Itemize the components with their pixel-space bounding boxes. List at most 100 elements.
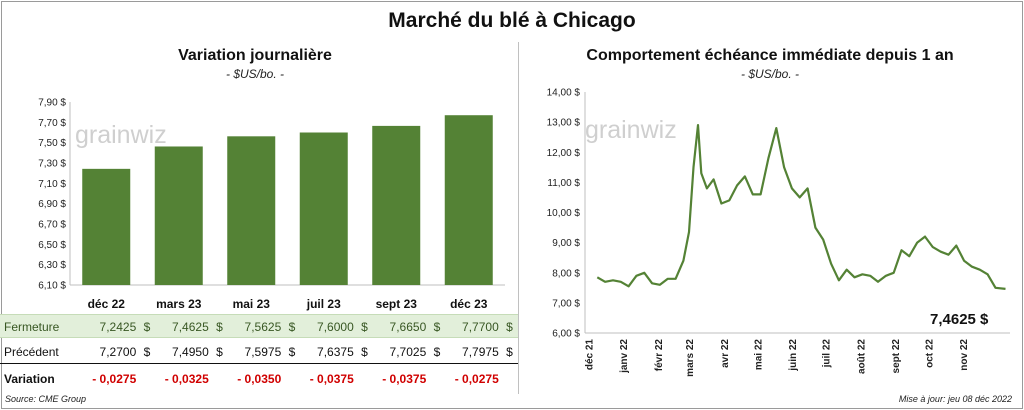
bar-category-label: juil 23 [306,297,341,311]
x-tick-label: janv 22 [619,339,630,374]
panel-divider [518,42,519,394]
left-chart-subtitle: - $US/bo. - [225,67,285,81]
right-y-tick-label: 7,00 $ [552,298,580,309]
table-row-label: Précédent [4,345,59,359]
table-cell: 7,6650 $ [352,320,441,334]
page-title: Marché du blé à Chicago [388,9,636,32]
table-cell-value: 7,2700 [99,345,137,359]
table-cell-unit: $ [288,345,296,359]
table-cell: 7,4625 $ [135,320,223,334]
right-y-tick-label: 14,00 $ [547,88,581,99]
x-tick-label: oct 22 [924,339,935,368]
table-cell-value: 7,6000 [317,320,354,334]
left-chart-title: Variation journalière [178,47,332,64]
bar [444,115,493,285]
table-row-label: Variation [4,372,55,386]
table-cell-value: 7,7975 [462,345,499,359]
bar [372,125,421,286]
table-cell-value: - 0,0375 [309,372,354,386]
table-cell: - 0,0325 [135,372,209,386]
table-cell: 7,7025 $ [352,345,441,359]
right-y-tick-label: 11,00 $ [547,178,580,189]
left-y-tick-label: 7,30 $ [38,159,66,170]
x-tick-label: mars 22 [685,339,696,377]
table-cell: - 0,0275 [425,372,499,386]
right-y-tick-label: 12,00 $ [547,148,581,159]
bar [299,132,348,285]
table-cell-value: 7,7700 [462,320,499,334]
table-cell-value: 7,5625 [244,320,282,334]
table-cell-unit: $ [143,320,151,334]
right-y-tick-label: 6,00 $ [552,329,580,340]
bar-category-label: mars 23 [156,297,202,311]
right-y-tick-label: 9,00 $ [552,238,580,249]
bar-category-label: déc 22 [88,297,126,311]
table-cell-unit: $ [361,320,368,334]
x-tick-label: déc 21 [584,339,595,371]
table-cell: 7,5625 $ [207,320,296,334]
table-row-previous: Précédent 7,2700 $7,4950 $7,5975 $7,6375 $7,7… [0,340,518,364]
x-tick-label: nov 22 [959,339,970,371]
table-row-label: Fermeture [4,320,60,334]
bar [154,146,203,285]
table-cell: 7,2700 $ [62,345,151,359]
left-y-tick-label: 6,50 $ [38,240,66,251]
bar [82,168,131,285]
right-chart-title: Comportement échéance immédiate depuis 1… [586,47,954,64]
bar [227,136,276,285]
table-cell: 7,6375 $ [280,345,368,359]
x-tick-label: sept 22 [891,339,902,374]
series-line [596,124,1006,290]
left-y-tick-label: 7,10 $ [38,179,66,190]
table-cell-value: 7,6375 [317,345,354,359]
table-cell-value: 7,6650 [389,320,427,334]
table-cell-unit: $ [216,345,223,359]
table-cell-unit: $ [433,345,441,359]
table-cell: 7,6000 $ [280,320,368,334]
x-tick-label: juin 22 [788,339,799,372]
table-cell-value: 7,2425 [99,320,137,334]
table-cell-unit: $ [506,345,513,359]
table-cell-unit: $ [216,320,223,334]
table-cell-unit: $ [288,320,296,334]
table-cell: - 0,0375 [352,372,426,386]
table-cell-value: - 0,0350 [237,372,282,386]
update-note: Mise à jour: jeu 08 déc 2022 [898,394,1012,404]
left-y-tick-label: 7,70 $ [38,118,66,129]
source-note: Source: CME Group [5,394,87,404]
table-cell-value: 7,4950 [172,345,209,359]
table-cell-value: 7,5975 [244,345,282,359]
bar-category-label: sept 23 [376,297,418,311]
watermark-logo: grainwiz [585,116,677,144]
bar-category-label: mai 23 [233,297,271,311]
table-cell-value: 7,7025 [389,345,427,359]
bar-category-label: déc 23 [450,297,488,311]
x-tick-label: juil 22 [822,339,833,369]
left-y-tick-label: 6,30 $ [38,260,66,271]
table-cell: - 0,0350 [207,372,281,386]
x-tick-label: août 22 [856,339,867,374]
right-y-tick-label: 10,00 $ [547,208,581,219]
table-cell-value: - 0,0275 [454,372,499,386]
right-chart-subtitle: - $US/bo. - [740,67,800,81]
table-cell-value: - 0,0375 [382,372,427,386]
table-cell-value: - 0,0325 [164,372,209,386]
left-y-tick-label: 6,70 $ [38,220,66,231]
table-cell: 7,7700 $ [425,320,513,334]
right-y-tick-label: 8,00 $ [552,268,580,279]
table-cell-unit: $ [361,345,368,359]
table-cell-value: - 0,0275 [92,372,137,386]
x-tick-label: mai 22 [753,339,764,371]
table-row-variation: Variation - 0,0275 - 0,0325 - 0,0350 - 0,037… [0,367,518,391]
table-cell: - 0,0375 [280,372,354,386]
table-cell-value: 7,4625 [172,320,209,334]
watermark-logo: grainwiz [75,121,167,149]
table-cell: - 0,0275 [62,372,136,386]
left-y-tick-label: 6,10 $ [38,281,66,292]
table-cell: 7,5975 $ [207,345,296,359]
table-cell-unit: $ [143,345,151,359]
table-cell: 7,2425 $ [62,320,151,334]
x-tick-label: févr 22 [654,339,665,372]
right-y-tick-label: 13,00 $ [547,118,581,129]
